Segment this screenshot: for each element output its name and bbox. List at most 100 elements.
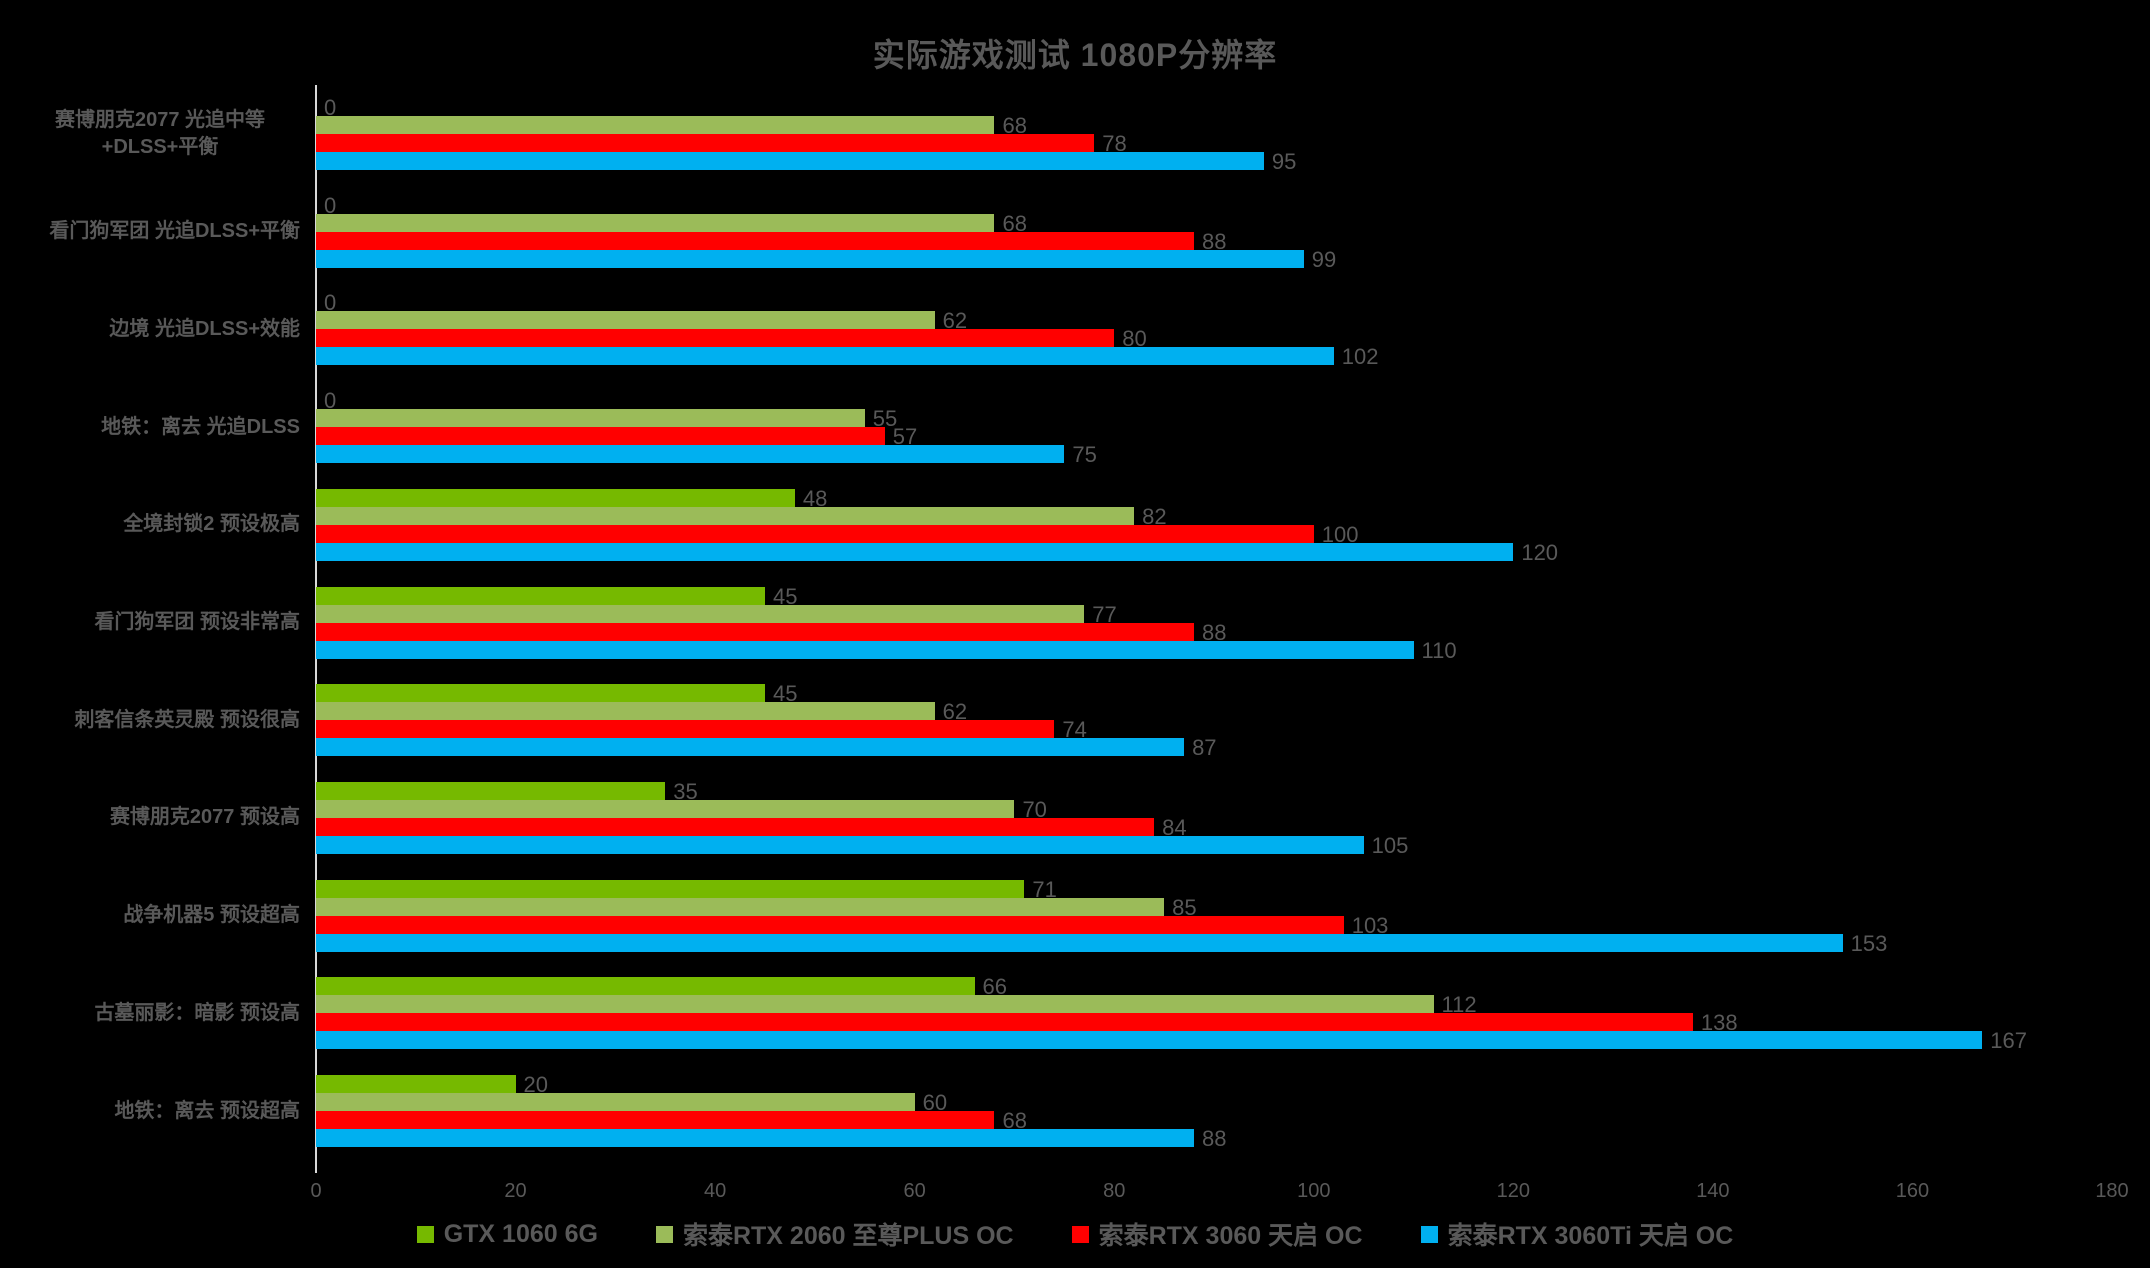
x-tick-label: 120 xyxy=(1496,1180,1531,1202)
category-label: 赛博朋克2077 预设高 xyxy=(109,806,300,829)
bar-value-label: 78 xyxy=(1102,130,1127,156)
bar xyxy=(316,329,1115,348)
legend-swatch-icon xyxy=(1420,1225,1438,1243)
bar xyxy=(316,151,1264,170)
category-label: 古墓丽影：暗影 预设高 xyxy=(94,1001,300,1024)
category-label: 看门狗军团 预设非常高 xyxy=(94,610,300,633)
bar xyxy=(316,1075,516,1094)
legend-swatch-icon xyxy=(655,1225,673,1243)
legend-label: 索泰RTX 2060 至尊PLUS OC xyxy=(682,1222,1014,1250)
x-tick-label: 180 xyxy=(2095,1180,2129,1202)
chart-title: 实际游戏测试 1080P分辨率 xyxy=(872,37,1278,73)
bar-value-label: 45 xyxy=(773,681,798,707)
bar-value-label: 62 xyxy=(942,699,968,725)
category-label: 全境封锁2 预设极高 xyxy=(123,513,300,536)
bar-value-label: 68 xyxy=(1002,112,1027,138)
bar-value-label: 0 xyxy=(324,388,337,414)
bar xyxy=(316,409,865,428)
bar-value-label: 102 xyxy=(1341,344,1379,370)
bar xyxy=(316,781,666,800)
category-label: 看门狗军团 光追DLSS+平衡 xyxy=(49,220,300,243)
bar xyxy=(316,879,1025,898)
bar-value-label: 120 xyxy=(1521,539,1559,565)
category-label: 地铁：离去 光追DLSS xyxy=(101,415,300,438)
bar-value-label: 84 xyxy=(1162,814,1187,840)
bar-value-label: 48 xyxy=(802,485,828,511)
x-tick-label: 0 xyxy=(310,1180,322,1202)
bar-value-label: 45 xyxy=(773,583,798,609)
bar-value-label: 62 xyxy=(942,308,968,334)
bar-value-label: 88 xyxy=(1202,1126,1227,1152)
x-tick-label: 20 xyxy=(504,1180,527,1202)
category-label: 战争机器5 预设超高 xyxy=(123,904,300,927)
bar xyxy=(316,347,1334,366)
bar-value-label: 66 xyxy=(982,974,1008,1000)
bar-value-label: 57 xyxy=(892,424,918,450)
bar-value-label: 20 xyxy=(523,1072,549,1098)
bar xyxy=(316,604,1085,623)
bar xyxy=(316,506,1135,525)
category-label: 地铁：离去 预设超高 xyxy=(114,1099,300,1122)
bar-value-label: 138 xyxy=(1700,1010,1738,1036)
bar-value-label: 110 xyxy=(1421,637,1457,663)
bar xyxy=(316,835,1364,854)
bar xyxy=(316,1031,1983,1050)
legend-item: 索泰RTX 2060 至尊PLUS OC xyxy=(655,1216,1014,1252)
bar-value-label: 99 xyxy=(1311,246,1337,272)
legend-item: 索泰RTX 3060 天启 OC xyxy=(1071,1216,1363,1252)
bar-value-label: 82 xyxy=(1142,503,1167,529)
legend: GTX 1060 6G 索泰RTX 2060 至尊PLUS OC 索泰RTX 306… xyxy=(0,1216,2150,1252)
bar-value-label: 55 xyxy=(872,406,898,432)
bar-value-label: 35 xyxy=(673,778,698,804)
bar xyxy=(316,249,1304,268)
bar xyxy=(316,133,1095,152)
bar-value-label: 167 xyxy=(1990,1028,2027,1054)
bar xyxy=(316,488,795,507)
legend-label: GTX 1060 6G xyxy=(443,1219,598,1248)
bar-value-label: 0 xyxy=(324,192,337,218)
bar xyxy=(316,311,935,330)
bar xyxy=(316,524,1314,543)
legend-item: 索泰RTX 3060Ti 天启 OC xyxy=(1420,1216,1733,1252)
bar xyxy=(316,1111,995,1130)
bar xyxy=(316,738,1185,757)
bar-value-label: 68 xyxy=(1002,1108,1027,1134)
bar xyxy=(316,445,1065,464)
bar xyxy=(316,897,1165,916)
bar-value-label: 153 xyxy=(1850,930,1888,956)
bar-value-label: 75 xyxy=(1072,442,1097,468)
bar-value-label: 80 xyxy=(1122,326,1147,352)
legend-item: GTX 1060 6G xyxy=(416,1219,598,1249)
category-label: 刺客信条英灵殿 预设很高 xyxy=(74,708,300,731)
bar xyxy=(316,977,975,996)
x-tick-label: 60 xyxy=(903,1180,926,1202)
bar-value-label: 95 xyxy=(1271,148,1297,174)
bar-value-label: 0 xyxy=(324,94,337,120)
category-label: 边境 光追DLSS+效能 xyxy=(109,317,300,340)
bar-value-label: 68 xyxy=(1002,210,1027,236)
x-tick-label: 140 xyxy=(1696,1180,1730,1202)
bar xyxy=(316,1093,915,1112)
bar xyxy=(316,995,1434,1014)
bar xyxy=(316,640,1414,659)
bar xyxy=(316,799,1015,818)
bar-value-label: 88 xyxy=(1202,619,1227,645)
legend-label: 索泰RTX 3060 天启 OC xyxy=(1098,1222,1363,1250)
bar-value-label: 71 xyxy=(1032,876,1057,902)
x-tick-label: 80 xyxy=(1103,1180,1126,1202)
bar-value-label: 0 xyxy=(324,290,337,316)
bar-value-label: 85 xyxy=(1172,894,1197,920)
bar xyxy=(316,427,885,446)
bar xyxy=(316,213,995,232)
bar-value-label: 77 xyxy=(1092,601,1117,627)
bar xyxy=(316,915,1344,934)
x-tick-label: 160 xyxy=(1895,1180,1930,1202)
bar-value-label: 74 xyxy=(1062,717,1087,743)
bar xyxy=(316,702,935,721)
bar-value-label: 87 xyxy=(1192,735,1217,761)
x-tick-label: 100 xyxy=(1297,1180,1331,1202)
bar xyxy=(316,231,1195,250)
bar-value-label: 70 xyxy=(1022,796,1047,822)
bar xyxy=(316,684,765,703)
